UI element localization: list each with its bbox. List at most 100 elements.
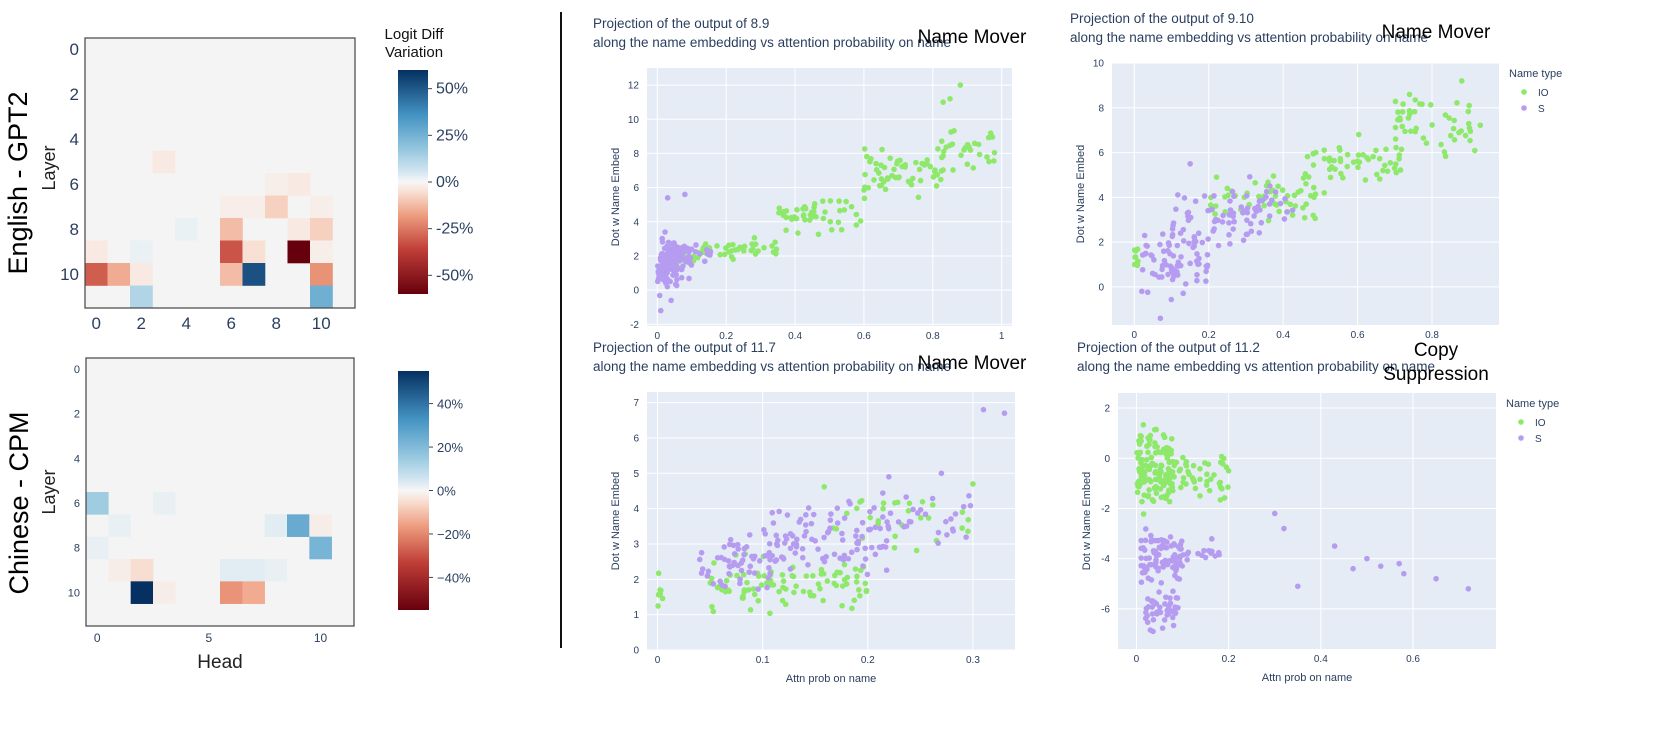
data-point [1263,188,1270,195]
data-point [1344,151,1351,158]
data-point [1462,132,1469,139]
data-point [1326,158,1333,164]
y-tick-label: 6 [633,433,639,444]
data-point [1153,557,1159,563]
data-point [1142,526,1149,532]
heatmap-cell [310,218,333,241]
data-point [1180,238,1187,244]
legend-marker [1518,419,1524,425]
role-label: Name Mover [918,27,1027,48]
data-point [1166,445,1172,452]
data-point [862,545,868,552]
data-point [1284,209,1290,215]
data-point [1337,147,1343,153]
data-point [1466,125,1473,131]
data-point [741,589,747,595]
legend-marker [1521,105,1527,111]
data-point [877,525,883,532]
data-point [1266,213,1273,219]
data-point [1190,244,1196,251]
data-point [1152,440,1158,446]
data-point [1167,534,1174,540]
x-axis-label: Attn prob on name [786,673,877,685]
x-tick-label: 6 [227,314,236,333]
data-point [655,570,662,577]
data-point [985,134,992,141]
legend-marker [1518,435,1524,441]
data-point [1162,475,1169,482]
data-point [1472,147,1478,154]
data-point [686,259,693,266]
y-tick-label: 4 [1098,193,1104,204]
data-point [1211,472,1217,478]
data-point [853,579,860,585]
data-point [1134,480,1141,487]
data-point [1331,157,1337,164]
data-point [782,601,789,608]
colorbar-tick-label: 0% [436,174,459,191]
data-point [903,494,909,500]
data-point [1399,123,1406,130]
data-point [1454,99,1460,106]
data-point [762,552,769,559]
data-point [755,597,761,604]
data-point [1374,171,1380,178]
data-point [1167,595,1173,601]
data-point [821,558,828,565]
data-point [745,587,752,593]
data-point [822,209,828,215]
data-point [1158,477,1164,484]
data-point [938,138,945,145]
data-point [1270,173,1277,179]
data-point [1219,485,1225,492]
data-point [1138,433,1144,440]
data-point [1451,136,1458,143]
data-point [1397,167,1404,173]
data-point [1282,195,1288,202]
data-point [858,497,865,504]
data-point [1162,495,1169,502]
data-point [1138,555,1144,561]
data-point [1411,108,1418,115]
colorbar-title-line: Logit Diff [385,26,445,43]
data-point [802,522,809,528]
data-point [831,551,838,558]
data-point [917,177,924,184]
data-point [836,198,842,204]
data-point [1155,565,1161,572]
data-point [1138,579,1145,586]
data-point [780,578,787,584]
data-point [834,505,841,511]
colorbar-tick-label: −40% [437,570,471,585]
heatmap-cell [242,581,265,604]
data-point [1300,204,1306,211]
data-point [707,248,714,255]
data-point [1206,547,1212,554]
data-point [1211,226,1217,232]
data-point [1380,167,1386,174]
data-point [1168,267,1175,273]
data-point [741,551,747,558]
data-point [1253,208,1260,215]
data-point [1442,112,1449,118]
data-point [780,212,787,218]
scatter-9-10: 0 0.2 0.4 0.6 0.8 0 2 4 6 8 10 Projection of the ou… [1070,11,1562,341]
data-point [1211,193,1217,199]
data-point [1441,149,1448,155]
data-point [709,603,715,610]
y-tick-label: 2 [70,85,79,104]
data-point [892,533,898,540]
data-point [1382,162,1388,169]
data-point [794,206,800,213]
data-point [668,297,674,304]
data-point [841,561,848,568]
data-point [1165,240,1172,246]
data-point [1148,532,1154,539]
data-point [1238,204,1245,210]
data-point [1267,183,1273,189]
data-point [872,551,879,558]
data-point [682,191,688,198]
data-point [852,566,859,572]
x-tick-label: 0.6 [1406,654,1420,665]
